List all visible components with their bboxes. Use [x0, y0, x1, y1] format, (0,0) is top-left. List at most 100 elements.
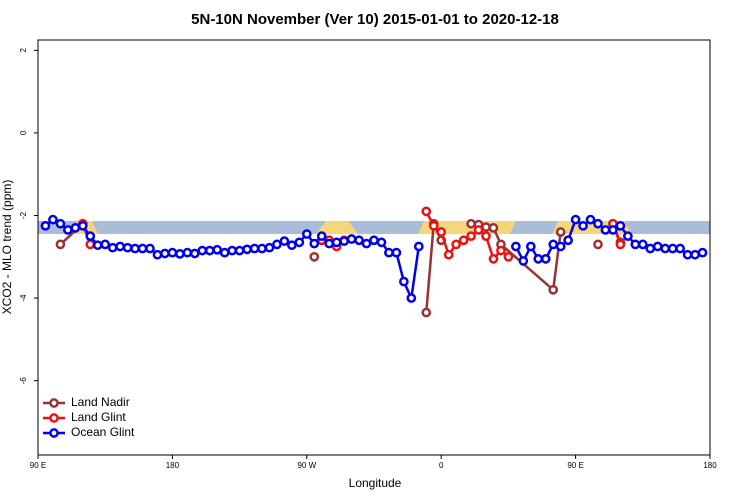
data-point [406, 293, 417, 303]
y-tick-label: 2 [19, 48, 28, 53]
data-point [593, 239, 603, 250]
data-point [309, 251, 320, 262]
data-point [85, 239, 96, 250]
data-point [496, 245, 506, 256]
data-point [287, 240, 297, 251]
data-point [682, 249, 693, 260]
data-point [264, 242, 275, 253]
data-point [204, 245, 215, 256]
y-tick-label: -4 [19, 294, 28, 302]
data-point [555, 241, 566, 252]
data-point [384, 247, 394, 258]
y-tick-label: 0 [19, 130, 28, 135]
data-point [48, 214, 58, 225]
data-point [227, 245, 237, 256]
data-point [63, 225, 73, 235]
data-point [175, 249, 185, 259]
data-point [316, 231, 327, 241]
y-tick-label: -6 [19, 377, 28, 385]
data-point [436, 227, 447, 237]
data-point [443, 249, 454, 260]
data-point [593, 218, 603, 229]
data-point [690, 249, 700, 260]
data-point [503, 251, 514, 262]
x-tick-label: 180 [166, 461, 180, 470]
data-point [294, 237, 305, 248]
data-point [533, 254, 544, 264]
data-point [518, 256, 529, 266]
data-point [339, 236, 349, 246]
legend-label: Land Nadir [71, 395, 130, 409]
legend-label: Ocean Glint [71, 425, 135, 439]
data-point [615, 220, 626, 231]
data-point [615, 239, 626, 250]
data-point [219, 247, 230, 258]
data-point [376, 237, 387, 248]
data-point [107, 242, 118, 253]
data-point [540, 254, 551, 264]
data-point [272, 239, 282, 250]
data-point [160, 248, 170, 259]
data-point [92, 240, 103, 251]
data-point [548, 239, 559, 250]
data-point [630, 239, 641, 250]
data-point [399, 276, 409, 287]
data-point [578, 220, 588, 231]
data-point [137, 243, 148, 254]
legend-marker [49, 413, 59, 423]
data-point [55, 239, 66, 250]
data-point [100, 239, 111, 250]
data-point [152, 249, 163, 260]
data-point [115, 241, 125, 252]
data-point [697, 247, 708, 258]
data-point [421, 206, 432, 217]
legend-label: Land Glint [71, 410, 126, 424]
data-point [331, 237, 342, 248]
data-point [608, 225, 618, 235]
legend-marker [49, 428, 59, 438]
data-point [525, 241, 536, 252]
data-point [570, 214, 581, 225]
data-point [197, 245, 208, 256]
data-point [212, 244, 223, 255]
data-point [645, 243, 656, 254]
y-tick-label: -2 [19, 211, 28, 219]
data-point [77, 220, 88, 231]
data-point [563, 235, 573, 246]
data-point [279, 236, 290, 246]
data-point [667, 243, 678, 254]
data-point [167, 247, 178, 258]
data-point [391, 247, 402, 258]
data-point [466, 218, 476, 229]
data-point [458, 235, 469, 246]
data-point [473, 225, 484, 235]
data-point [481, 222, 491, 232]
x-tick-label: 90 E [567, 461, 583, 470]
land-band [38, 221, 710, 234]
data-point [675, 243, 685, 254]
data-point [257, 243, 267, 254]
data-point [122, 242, 133, 253]
data-point [130, 243, 140, 254]
data-point [413, 241, 424, 252]
data-point [361, 238, 372, 249]
chart-title: 5N-10N November (Ver 10) 2015-01-01 to 2… [191, 11, 559, 28]
data-point [354, 235, 364, 246]
x-axis-label: Longitude [349, 476, 402, 490]
data-point [585, 214, 596, 225]
data-point [55, 218, 66, 229]
data-point [466, 231, 476, 241]
plot-frame [37, 39, 711, 456]
data-point [600, 225, 611, 235]
data-point [451, 239, 461, 250]
data-point [234, 245, 245, 256]
data-point [660, 243, 671, 254]
x-tick-label: 0 [439, 461, 444, 470]
data-point [548, 284, 559, 295]
x-tick-label: 90 E [30, 461, 46, 470]
land-segment [316, 221, 358, 234]
data-point [421, 307, 432, 318]
data-point [428, 220, 439, 231]
data-point [70, 223, 81, 233]
data-point [555, 227, 566, 237]
